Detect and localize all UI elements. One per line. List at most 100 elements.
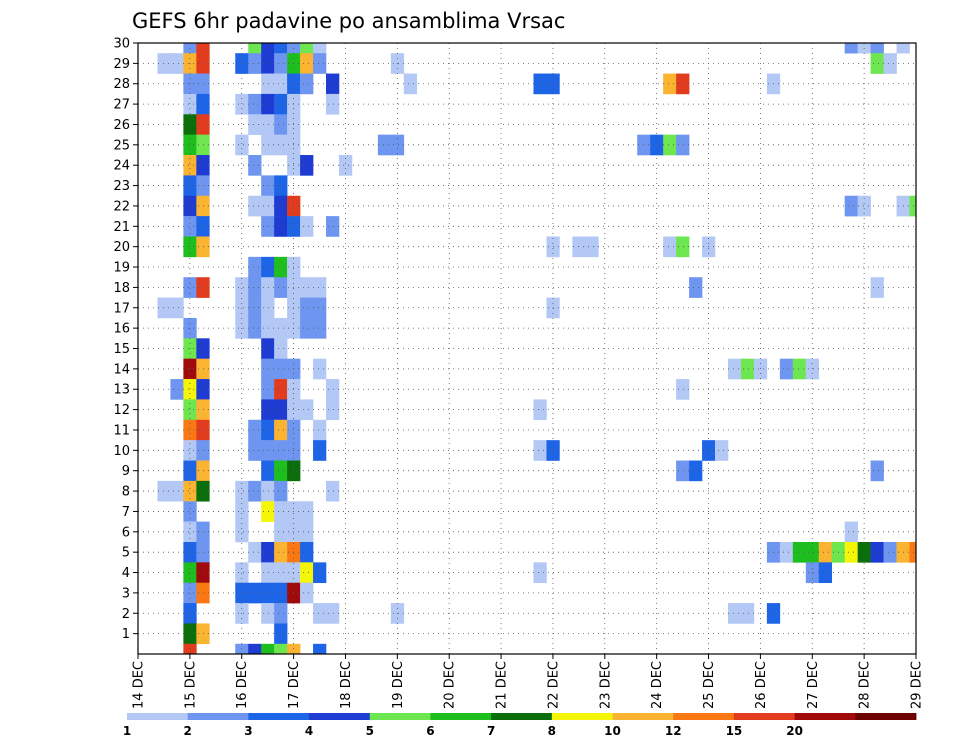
heatmap-cell xyxy=(390,134,405,156)
colorbar-label: 7 xyxy=(487,724,495,738)
x-tick-label: 24 DEC xyxy=(650,661,665,709)
x-tick-label: 28 DEC xyxy=(858,661,873,709)
heatmap-cell xyxy=(170,480,184,502)
y-tick-label: 6 xyxy=(122,525,130,540)
y-tick-label: 14 xyxy=(113,362,130,377)
heatmap-cell xyxy=(261,114,275,135)
colorbar-swatch xyxy=(187,713,249,720)
colorbar-label: 2 xyxy=(184,724,192,738)
y-tick-label: 25 xyxy=(113,138,130,153)
heatmap-cell xyxy=(300,317,314,339)
colorbar-label: 5 xyxy=(366,724,374,738)
heatmap-cell xyxy=(663,236,677,258)
x-tick-label: 15 DEC xyxy=(183,661,198,709)
y-tick-label: 4 xyxy=(122,566,130,581)
heatmap-cell xyxy=(183,440,197,461)
y-tick-label: 16 xyxy=(113,322,130,337)
heatmap-cell xyxy=(689,460,703,482)
heatmap-cell xyxy=(196,623,210,645)
heatmap-cell xyxy=(261,541,275,563)
heatmap-cell xyxy=(740,603,755,624)
heatmap-cell xyxy=(818,541,833,563)
heatmap-cell xyxy=(183,643,197,655)
y-tick-label: 2 xyxy=(122,607,130,622)
heatmap-cell xyxy=(779,358,794,380)
colorbar-swatch xyxy=(551,713,613,720)
y-tick-label: 17 xyxy=(113,301,130,316)
heatmap-cell xyxy=(300,43,314,54)
heatmap-cell xyxy=(183,399,197,421)
y-tick-label: 20 xyxy=(113,240,130,255)
heatmap-cell xyxy=(274,501,288,522)
heatmap-cell xyxy=(274,53,288,74)
heatmap-cell xyxy=(261,379,275,400)
heatmap-cell xyxy=(313,277,327,298)
heatmap-cell xyxy=(313,43,327,54)
heatmap-cell xyxy=(196,358,210,380)
heatmap-cell xyxy=(261,317,275,339)
y-tick-label: 27 xyxy=(113,98,130,113)
heatmap-cell xyxy=(533,440,547,461)
heatmap-cell xyxy=(248,256,262,278)
heatmap-cell xyxy=(235,297,249,319)
heatmap-cell xyxy=(157,297,171,319)
y-tick-label: 1 xyxy=(122,627,130,642)
heatmap-cell xyxy=(326,480,340,502)
colorbar-swatch xyxy=(127,713,189,720)
heatmap-cell xyxy=(196,521,210,543)
heatmap-cell xyxy=(261,501,275,522)
heatmap-cell xyxy=(274,603,288,624)
heatmap-cell xyxy=(196,399,210,421)
heatmap-cell xyxy=(792,358,807,380)
heatmap-cell xyxy=(274,338,288,359)
colorbar-swatch xyxy=(733,713,796,720)
colorbar-swatch xyxy=(673,713,735,720)
heatmap-cell xyxy=(248,480,262,502)
heatmap-cell xyxy=(248,114,262,135)
heatmap-cell xyxy=(261,562,275,584)
y-tick-label: 11 xyxy=(113,423,130,438)
x-tick-label: 25 DEC xyxy=(702,661,717,709)
heatmap-cell xyxy=(818,562,833,584)
heatmap-cell xyxy=(300,216,314,237)
heatmap-cell xyxy=(274,521,288,543)
heatmap-cell xyxy=(248,195,262,217)
heatmap-cell xyxy=(689,277,703,298)
heatmap-cell xyxy=(313,440,327,461)
colorbar-label: 1 xyxy=(123,724,131,738)
heatmap-cell xyxy=(326,73,340,95)
heatmap-cell xyxy=(261,582,275,604)
heatmap-cell xyxy=(196,419,210,441)
heatmap-cell xyxy=(326,399,340,421)
heatmap-cell xyxy=(261,297,275,319)
heatmap-cell xyxy=(261,358,275,380)
heatmap-cell xyxy=(183,541,197,563)
heatmap-cell xyxy=(805,358,820,380)
heatmap-cell xyxy=(313,643,327,655)
heatmap-cell xyxy=(248,440,262,461)
grid-lines xyxy=(138,43,916,654)
heatmap-cell xyxy=(235,134,249,156)
x-tick-label: 18 DEC xyxy=(339,661,354,709)
y-tick-label: 26 xyxy=(113,118,130,133)
heatmap-cell xyxy=(196,175,210,197)
heatmap-cell xyxy=(753,358,768,380)
heatmap-cell xyxy=(274,73,288,95)
x-tick-label: 17 DEC xyxy=(287,661,302,709)
heatmap-cell xyxy=(313,317,327,339)
heatmap-cell xyxy=(857,195,871,217)
heatmap-cell xyxy=(676,73,690,95)
heatmap-cell xyxy=(313,297,327,319)
heatmap-cell xyxy=(261,277,275,298)
heatmap-cell xyxy=(274,216,288,237)
heatmap-cell xyxy=(157,480,171,502)
x-tick-label: 22 DEC xyxy=(546,661,561,709)
y-axis-ticks: 1234567891011121314151617181920212223242… xyxy=(113,37,138,642)
heatmap-cell xyxy=(170,297,184,319)
heatmap-cell xyxy=(183,155,197,176)
heatmap-cell xyxy=(663,134,677,156)
heatmap-cell xyxy=(313,603,327,624)
heatmap-cell xyxy=(196,114,210,135)
heatmap-cell xyxy=(248,277,262,298)
